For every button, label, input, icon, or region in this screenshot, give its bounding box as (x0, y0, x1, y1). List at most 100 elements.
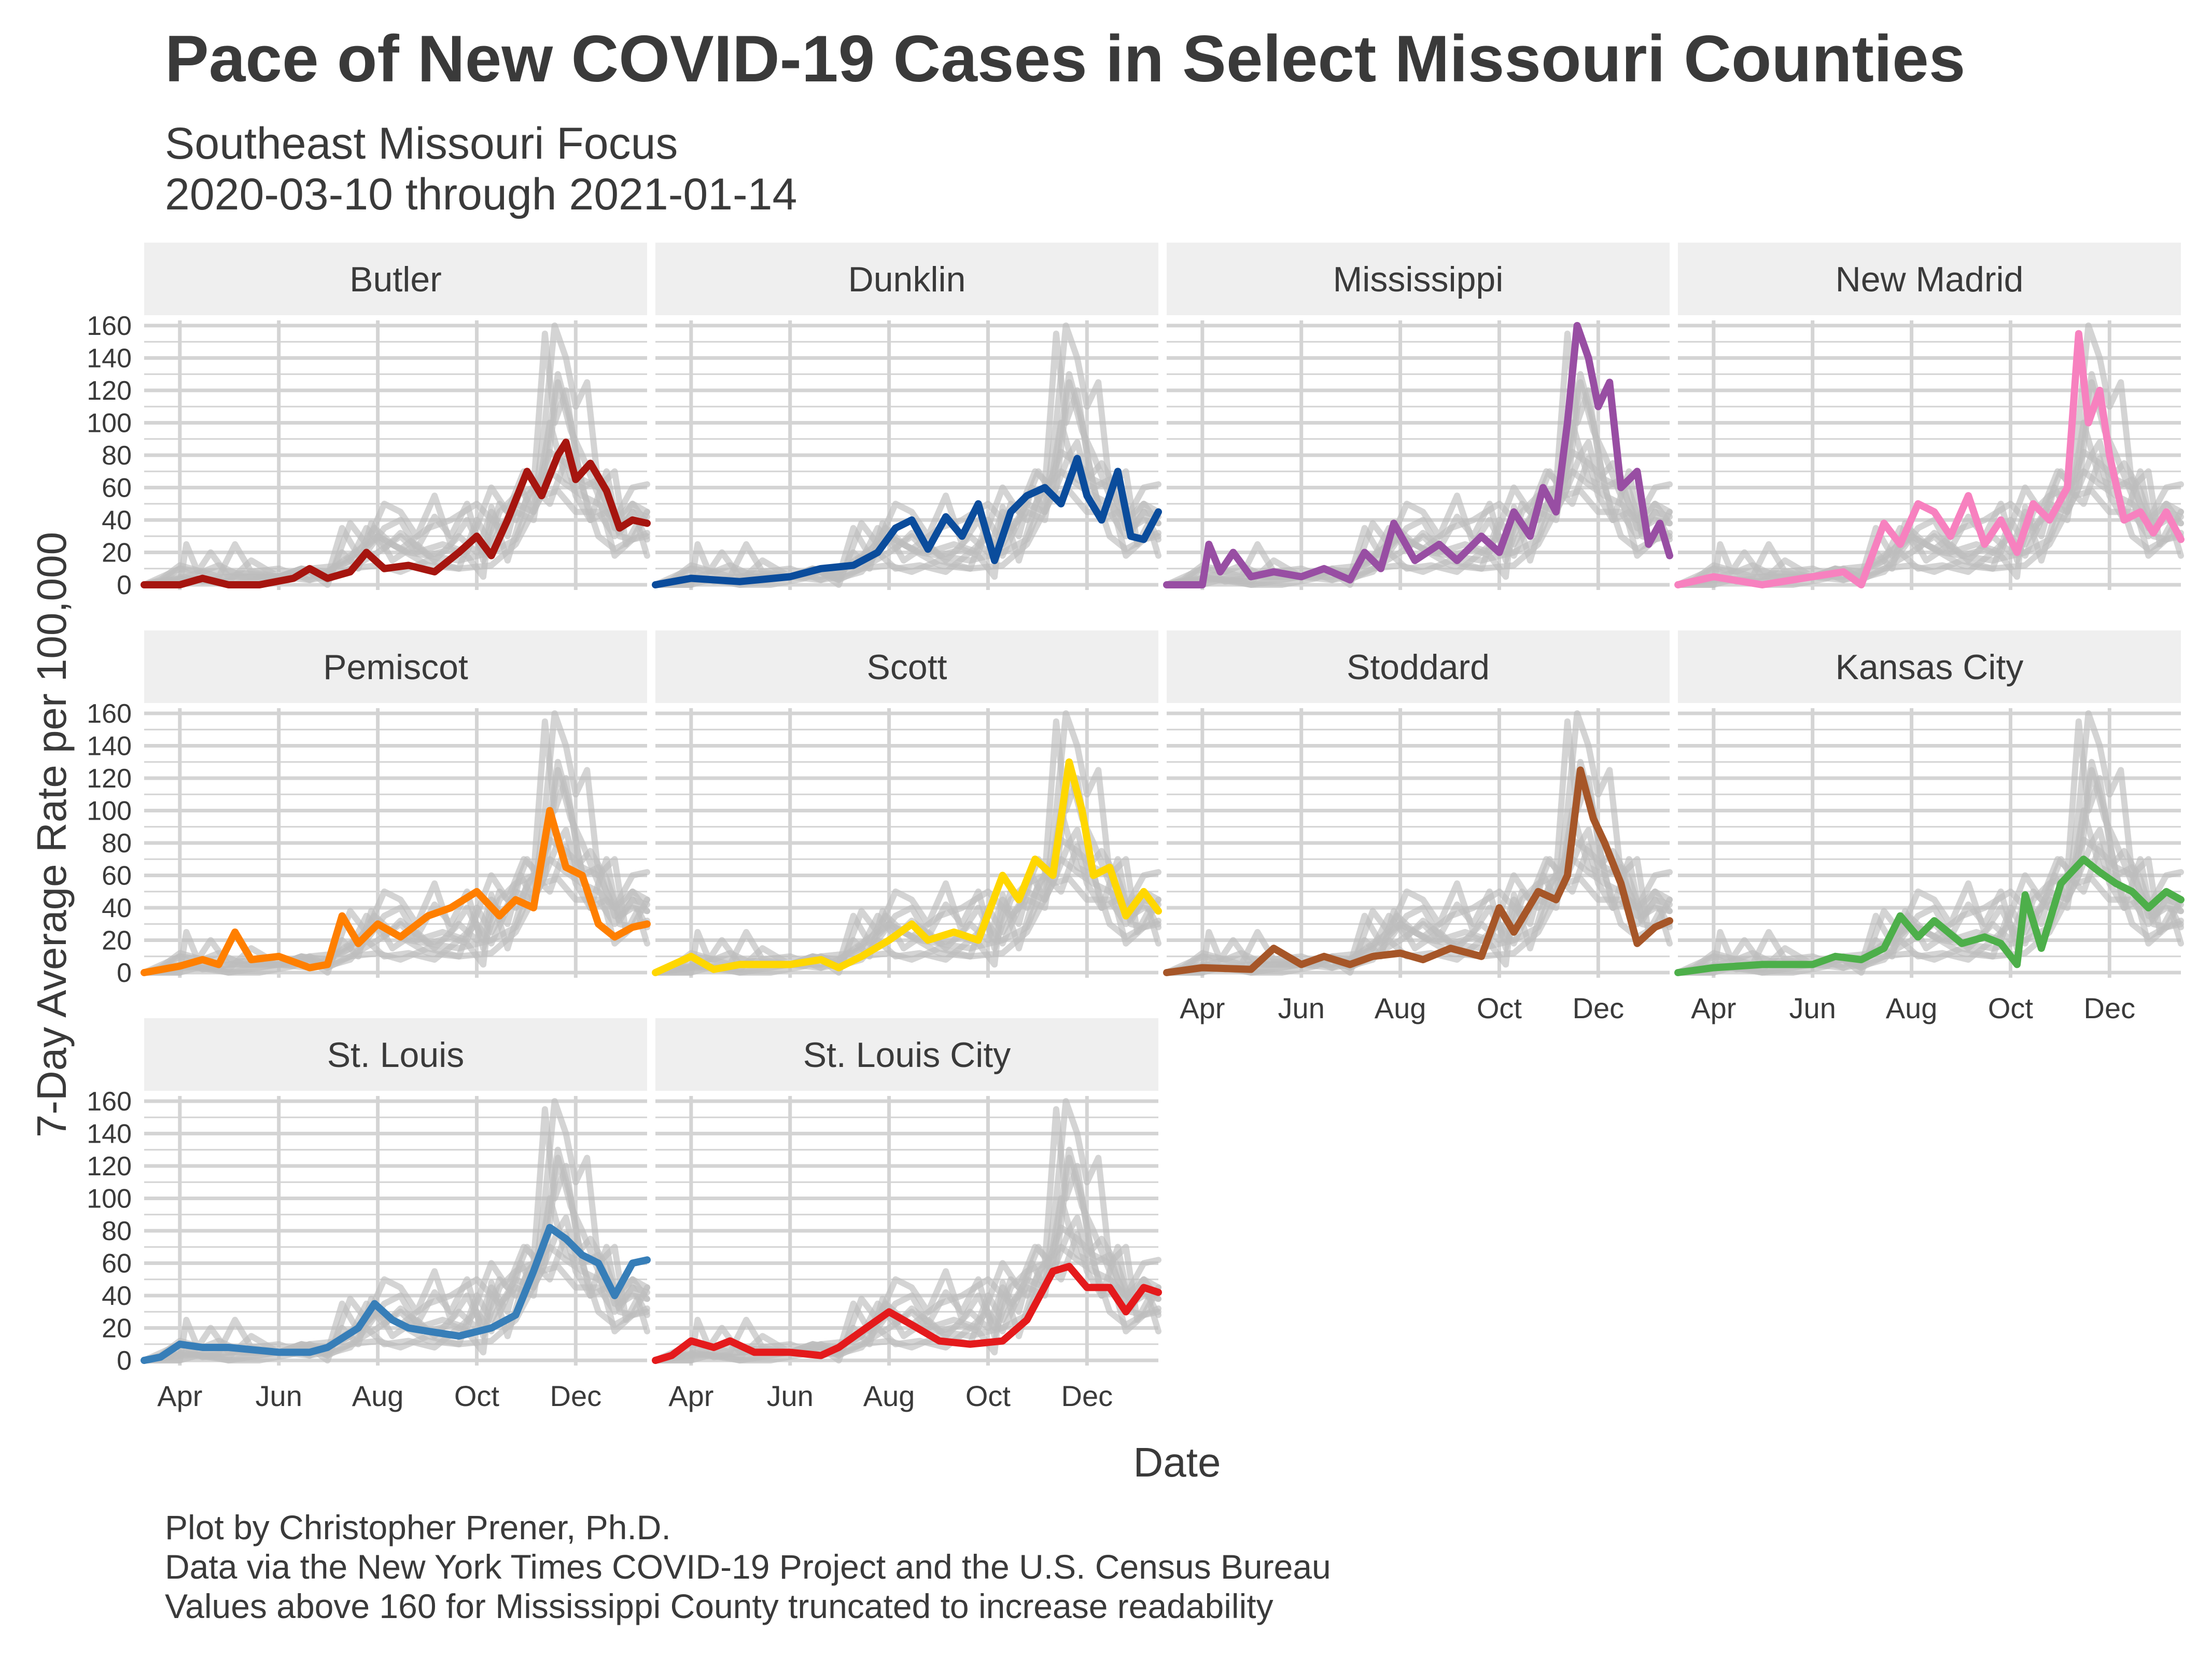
caption-line-3: Values above 160 for Mississippi County … (165, 1587, 1273, 1625)
facet-strip-label: New Madrid (1836, 260, 2024, 299)
y-tick-label: 80 (102, 1216, 132, 1246)
facet-strip (1167, 630, 1670, 703)
x-tick-label: Oct (454, 1380, 500, 1412)
series-line (652, 1262, 1162, 1364)
background-series-line (1675, 487, 2184, 588)
x-tick-label: Oct (1988, 992, 2034, 1024)
facet-strip-label: Pemiscot (323, 648, 468, 687)
background-series-line (652, 1244, 1161, 1363)
facet-strip (655, 243, 1158, 315)
facet-strip-label: Mississippi (1333, 260, 1504, 299)
series-line (1163, 322, 1673, 588)
facet-panel: Mississippi (1163, 243, 1673, 590)
x-tick-label: Aug (352, 1380, 404, 1412)
chart-title: Pace of New COVID-19 Cases in Select Mis… (165, 22, 1966, 95)
x-tick-label: Jun (767, 1380, 814, 1412)
y-tick-label: 40 (102, 505, 132, 536)
background-series-line (1164, 836, 1673, 976)
facet-strip-label: Dunklin (848, 260, 966, 299)
y-tick-label: 100 (87, 409, 132, 439)
series-line (141, 1224, 651, 1364)
x-tick-label: Apr (157, 1380, 202, 1412)
x-tick-label: Jun (256, 1380, 302, 1412)
facet-panel: Scott (652, 630, 1162, 978)
y-tick-label: 120 (87, 1151, 132, 1182)
y-tick-label: 0 (117, 958, 132, 988)
x-tick-label: Apr (668, 1380, 713, 1412)
series-line (141, 439, 651, 588)
y-tick-label: 120 (87, 376, 132, 406)
y-tick-label: 40 (102, 1281, 132, 1311)
x-tick-label: Dec (550, 1380, 602, 1412)
series-line (652, 758, 1162, 976)
x-tick-label: Apr (1691, 992, 1736, 1024)
y-tick-label: 60 (102, 473, 132, 503)
facet-strip-label: Scott (867, 648, 947, 687)
y-tick-label: 100 (87, 796, 132, 826)
background-series-line (652, 875, 1161, 976)
y-tick-label: 60 (102, 861, 132, 891)
x-tick-label: Jun (1789, 992, 1836, 1024)
y-tick-label: 160 (87, 1087, 132, 1117)
x-tick-label: Dec (1061, 1380, 1113, 1412)
y-tick-label: 160 (87, 311, 132, 341)
x-tick-label: Aug (1375, 992, 1426, 1024)
background-series-line (141, 448, 650, 588)
facet-strip (144, 1018, 647, 1091)
series-line (652, 455, 1162, 588)
x-axis-title: Date (1133, 1439, 1221, 1485)
x-tick-label: Oct (1477, 992, 1522, 1024)
y-tick-label: 100 (87, 1184, 132, 1214)
background-series-line (1164, 875, 1673, 976)
y-tick-label: 60 (102, 1249, 132, 1279)
facet-panel: New Madrid (1674, 243, 2185, 590)
facet-panel: Kansas City Apr Jun Aug Oct Dec (1674, 630, 2185, 1024)
caption-line-1: Plot by Christopher Prener, Ph.D. (165, 1508, 671, 1546)
facet-strip (655, 630, 1158, 703)
x-tick-label: Jun (1278, 992, 1325, 1024)
background-series-line (1675, 875, 2184, 976)
background-series-line (141, 487, 650, 588)
caption-line-2: Data via the New York Times COVID-19 Pro… (165, 1548, 1331, 1586)
subtitle-line-2: 2020-03-10 through 2021-01-14 (165, 170, 797, 219)
facet-strip-label: St. Louis City (803, 1035, 1011, 1075)
x-tick-label: Oct (965, 1380, 1011, 1412)
facet-strip-label: Butler (349, 260, 442, 299)
facet-strip (1167, 243, 1670, 315)
chart-subtitle: Southeast Missouri Focus 2020-03-10 thro… (165, 118, 797, 220)
facet-strip (1678, 243, 2181, 315)
y-tick-label: 140 (87, 1119, 132, 1149)
y-tick-label: 20 (102, 538, 132, 568)
background-series-line (652, 448, 1161, 588)
background-series-line (1164, 487, 1673, 588)
x-tick-label: Apr (1180, 992, 1225, 1024)
x-tick-label: Dec (1573, 992, 1625, 1024)
series-line (1674, 855, 2185, 976)
y-tick-label: 120 (87, 764, 132, 794)
y-tick-label: 20 (102, 1314, 132, 1344)
y-tick-label: 20 (102, 926, 132, 956)
background-series-line (141, 1244, 650, 1363)
background-series-line (1675, 836, 2184, 976)
facet-panel: Stoddard Apr Jun Aug Oct Dec (1163, 630, 1673, 1024)
facet-strip (655, 1018, 1158, 1091)
series-line (1674, 330, 2185, 588)
y-tick-label: 0 (117, 1346, 132, 1376)
facet-strip (144, 243, 647, 315)
subtitle-line-1: Southeast Missouri Focus (165, 119, 678, 168)
x-tick-label: Aug (863, 1380, 915, 1412)
x-tick-label: Dec (2084, 992, 2136, 1024)
facet-panel: St. Louis City Apr Jun Aug Oct Dec (652, 1018, 1162, 1412)
y-tick-label: 140 (87, 732, 132, 762)
facet-strip-label: St. Louis (327, 1035, 465, 1075)
y-tick-label: 40 (102, 893, 132, 923)
facet-panel: Dunklin (652, 243, 1162, 590)
y-axis-title: 7-Day Average Rate per 100,000 (29, 531, 75, 1138)
y-tick-label: 0 (117, 570, 132, 600)
y-tick-label: 140 (87, 344, 132, 374)
facet-strip (144, 630, 647, 703)
facet-strip-label: Stoddard (1347, 648, 1490, 687)
